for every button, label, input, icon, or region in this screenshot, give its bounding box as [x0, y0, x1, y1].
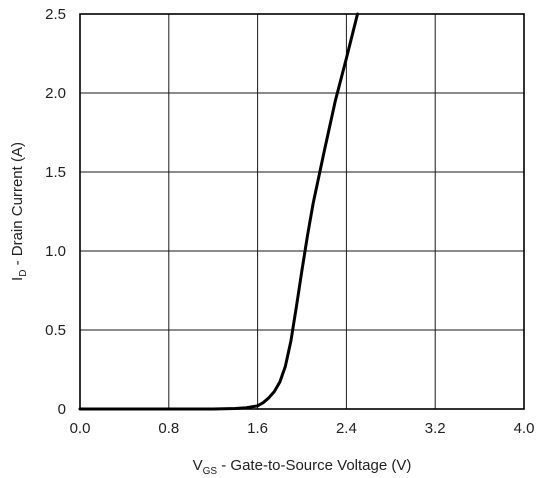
y-tick-labels: 0 0.5 1.0 1.5 2.0 2.5: [45, 6, 66, 418]
drain-current-curve: [78, 12, 359, 411]
y-tick-label: 2.5: [45, 6, 66, 23]
x-tick-label: 1.6: [247, 420, 268, 437]
x-tick-labels: 0.0 0.8 1.6 2.4 3.2 4.0: [70, 420, 535, 437]
y-axis-label: ID - Drain Current (A): [9, 142, 29, 281]
x-tick-label: 4.0: [514, 420, 535, 437]
curve-layer: [78, 12, 359, 411]
y-tick-label: 1.0: [45, 243, 66, 260]
x-tick-label: 3.2: [425, 420, 446, 437]
x-axis-label: VGS - Gate-to-Source Voltage (V): [193, 457, 412, 477]
y-tick-label: 0.5: [45, 322, 66, 339]
x-tick-label: 0.8: [158, 420, 179, 437]
x-tick-label: 2.4: [336, 420, 357, 437]
plot-frame: [79, 13, 525, 410]
y-tick-label: 1.5: [45, 164, 66, 181]
y-tick-label: 2.0: [45, 85, 66, 102]
grid-layer: [80, 14, 524, 409]
x-tick-label: 0.0: [70, 420, 91, 437]
y-tick-label: 0: [58, 401, 66, 418]
